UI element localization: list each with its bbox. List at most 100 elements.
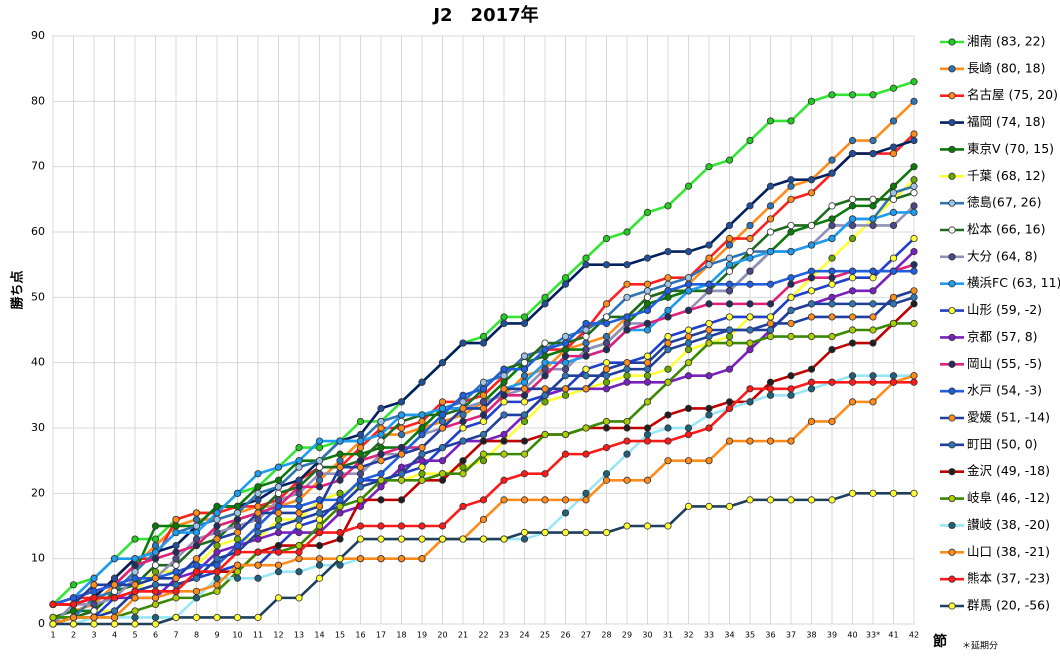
data-point (848, 398, 857, 406)
y-tick-label: 50 (31, 290, 45, 303)
x-tick-label: 39 (827, 631, 837, 640)
data-point (69, 620, 78, 628)
data-point (254, 483, 262, 491)
data-point (418, 470, 426, 478)
data-point (336, 476, 344, 484)
data-point (848, 378, 857, 386)
data-point (520, 359, 529, 367)
data-point (213, 528, 221, 537)
data-point (192, 541, 201, 550)
data-point (725, 287, 734, 295)
data-point (746, 280, 754, 288)
data-point (848, 313, 857, 321)
data-point (500, 535, 508, 543)
data-point (520, 535, 529, 543)
y-tick-label: 70 (31, 160, 45, 173)
data-point (356, 496, 365, 504)
data-point (90, 600, 98, 609)
data-point (910, 189, 918, 197)
data-point (848, 150, 857, 158)
data-point (561, 372, 570, 380)
data-point (459, 437, 467, 445)
data-point (397, 476, 406, 484)
data-point (295, 515, 303, 524)
data-point (705, 502, 713, 510)
data-point (295, 568, 303, 576)
data-point (602, 476, 611, 484)
data-point (705, 241, 713, 249)
data-point (233, 548, 242, 556)
data-point (69, 613, 78, 622)
data-point (664, 313, 672, 321)
data-point (233, 509, 242, 517)
data-point (172, 541, 180, 550)
data-point (520, 470, 529, 478)
data-point (910, 372, 918, 380)
data-point (623, 293, 631, 301)
data-point (520, 391, 529, 399)
data-point (397, 535, 406, 543)
data-point (110, 587, 119, 595)
data-point (49, 613, 57, 622)
data-point (705, 163, 713, 171)
data-point (910, 130, 918, 138)
data-point (623, 228, 631, 236)
data-point (602, 424, 611, 432)
data-point (377, 535, 385, 543)
data-point (295, 509, 303, 517)
data-point (479, 535, 488, 543)
data-point (315, 483, 324, 491)
legend-marker (948, 92, 956, 100)
data-point (520, 385, 529, 393)
data-point (582, 339, 590, 347)
legend-marker (948, 521, 956, 530)
data-point (336, 450, 344, 458)
data-point (766, 215, 775, 223)
y-tick-label: 20 (31, 486, 45, 499)
data-point (438, 398, 447, 406)
data-point (500, 372, 508, 380)
data-point (479, 515, 488, 524)
data-point (910, 261, 918, 269)
data-point (377, 430, 385, 439)
data-point (254, 548, 262, 556)
data-point (684, 339, 693, 347)
data-point (766, 378, 775, 386)
data-point (295, 489, 303, 497)
data-point (664, 345, 672, 354)
legend-marker (948, 387, 956, 395)
data-point (807, 189, 816, 197)
data-point (684, 502, 693, 510)
data-point (664, 522, 672, 530)
data-point (356, 457, 365, 465)
data-point (582, 385, 590, 393)
data-point (869, 221, 877, 230)
data-point (561, 365, 570, 373)
data-point (910, 78, 918, 86)
legend-label: 岡山 (55, -5) (967, 356, 1042, 371)
data-point (807, 365, 816, 373)
data-point (500, 385, 508, 393)
data-point (315, 443, 324, 452)
data-point (869, 300, 877, 308)
data-point (746, 254, 754, 262)
data-point (889, 195, 898, 203)
data-point (213, 587, 221, 595)
data-point (664, 287, 672, 295)
x-tick-label: 7 (173, 631, 178, 640)
data-point (274, 476, 283, 484)
data-point (705, 332, 713, 341)
data-point (315, 561, 324, 569)
data-point (131, 555, 139, 563)
data-point (602, 378, 611, 386)
data-point (192, 587, 201, 595)
data-point (807, 97, 816, 105)
x-tick-label: 2 (71, 631, 76, 640)
data-point (582, 365, 590, 373)
data-point (274, 522, 283, 530)
data-point (295, 476, 303, 484)
data-point (438, 476, 447, 484)
x-tick-label: 33* (866, 631, 880, 640)
data-point (356, 417, 365, 426)
